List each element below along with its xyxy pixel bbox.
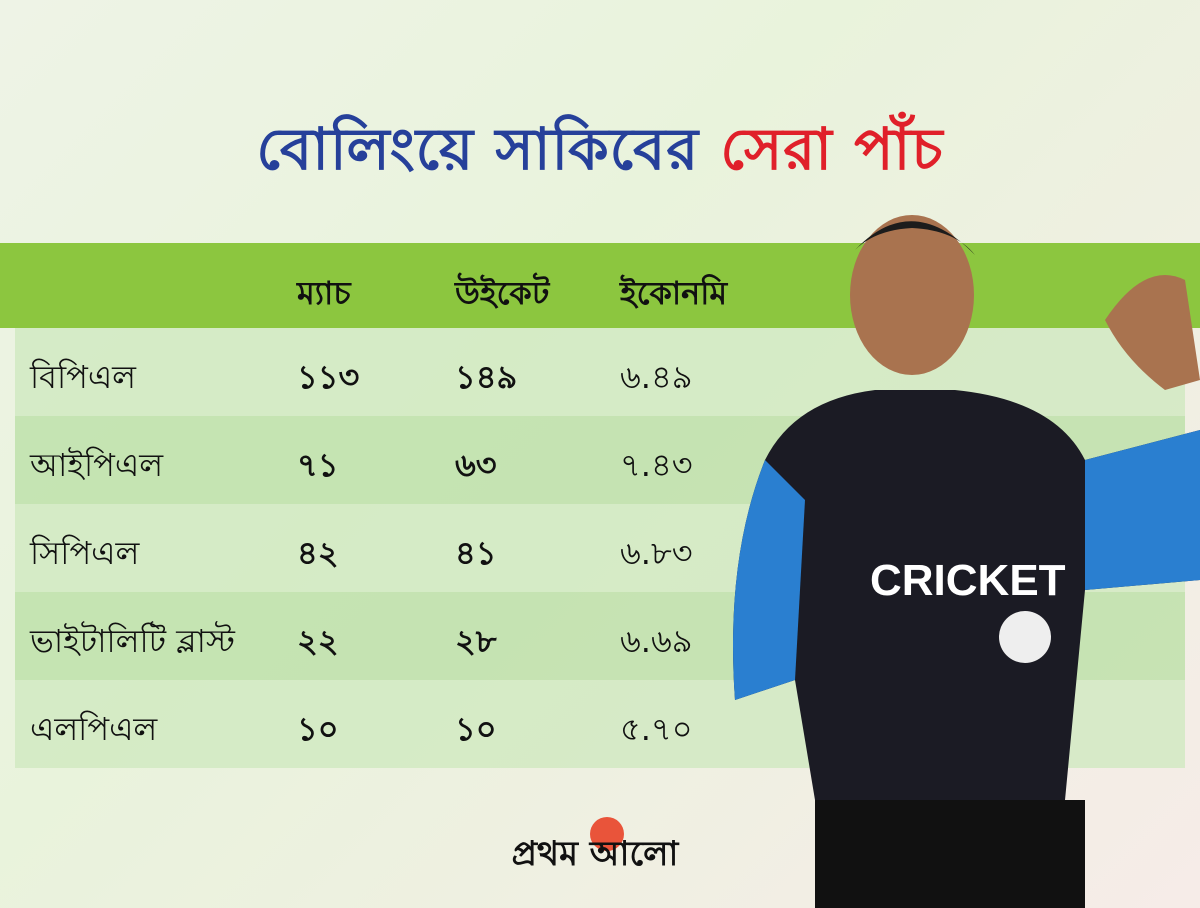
player-photo: CRICKET: [733, 215, 1200, 908]
player-head: [850, 215, 974, 375]
column-header-economy: ইকোনমি: [620, 274, 728, 312]
league-name: আইপিএল: [30, 446, 164, 484]
league-name: এলপিএল: [30, 710, 158, 748]
player-hand: [1105, 275, 1200, 390]
title-part-1: বোলিংয়ে সাকিবের: [256, 115, 700, 183]
league-name: বিপিএল: [30, 358, 137, 396]
cricket-ball: [999, 611, 1051, 663]
column-header-matches: ম্যাচ: [297, 274, 351, 312]
matches-value: ১১৩: [297, 358, 360, 396]
matches-value: ২২: [297, 622, 339, 660]
table-row: বিপিএল ১১৩ ১৪৯ ৬.৪৯: [15, 328, 1185, 416]
logo-text: প্রথম আলো: [511, 834, 679, 874]
wickets-value: ১৪৯: [455, 358, 518, 396]
sun-icon: [590, 817, 624, 851]
player-hair: [855, 221, 975, 255]
matches-value: ৭১: [297, 446, 339, 484]
league-name: ভাইটালিটি ব্লাস্ট: [30, 622, 235, 660]
wickets-value: ২৮: [455, 622, 497, 660]
column-header-wickets: উইকেট: [455, 274, 550, 312]
title-part-2: সেরা পাঁচ: [720, 115, 944, 183]
matches-value: ১০: [297, 710, 339, 748]
league-name: সিপিএল: [30, 534, 140, 572]
wickets-value: ৪১: [455, 534, 497, 572]
player-jersey: [733, 390, 1200, 800]
table-header-band: [0, 243, 1200, 328]
page-title: বোলিংয়ে সাকিবের সেরা পাঁচ: [0, 105, 1200, 202]
economy-value: ৬.৬৯: [620, 622, 693, 660]
wickets-value: ১০: [455, 710, 497, 748]
economy-value: ৫.৭০: [620, 710, 693, 748]
economy-value: ৬.৪৯: [620, 358, 693, 396]
jersey-text: CRICKET: [870, 556, 1066, 605]
economy-value: ৬.৮৩: [620, 534, 693, 572]
matches-value: ৪২: [297, 534, 339, 572]
prothom-alo-logo: প্রথম আলো: [460, 800, 730, 880]
economy-value: ৭.৪৩: [620, 446, 693, 484]
wickets-value: ৬৩: [455, 446, 497, 484]
